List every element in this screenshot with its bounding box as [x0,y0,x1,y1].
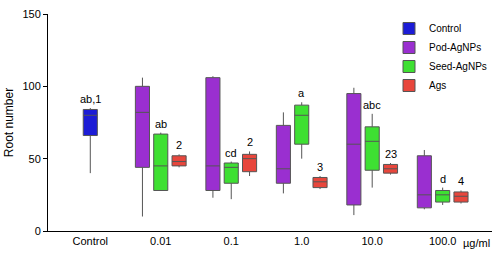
svg-text:3: 3 [317,161,323,173]
svg-text:10.0: 10.0 [361,235,382,247]
svg-text:1.0: 1.0 [294,235,309,247]
svg-text:ab,1: ab,1 [80,93,101,105]
svg-text:a: a [298,87,305,99]
svg-text:0.1: 0.1 [224,235,239,247]
svg-text:d: d [440,173,446,185]
svg-text:50: 50 [29,153,41,165]
svg-text:Pod-AgNPs: Pod-AgNPs [429,42,481,53]
svg-text:100: 100 [22,80,40,92]
svg-text:2: 2 [247,136,253,148]
svg-text:150: 150 [22,8,40,20]
svg-text:23: 23 [385,148,397,160]
svg-text:Control: Control [73,235,108,247]
svg-text:100.0: 100.0 [429,235,457,247]
svg-text:ab: ab [155,118,167,130]
svg-text:abc: abc [363,99,381,111]
svg-text:µg/ml: µg/ml [463,237,490,249]
svg-text:Seed-AgNPs: Seed-AgNPs [429,61,487,72]
svg-text:0: 0 [35,225,41,237]
svg-text:4: 4 [458,175,464,187]
svg-text:cd: cd [225,147,237,159]
svg-text:Root number: Root number [2,88,16,157]
svg-text:Ags: Ags [429,80,446,91]
svg-text:2: 2 [176,139,182,151]
svg-text:0.01: 0.01 [150,235,171,247]
svg-text:Control: Control [429,23,461,34]
